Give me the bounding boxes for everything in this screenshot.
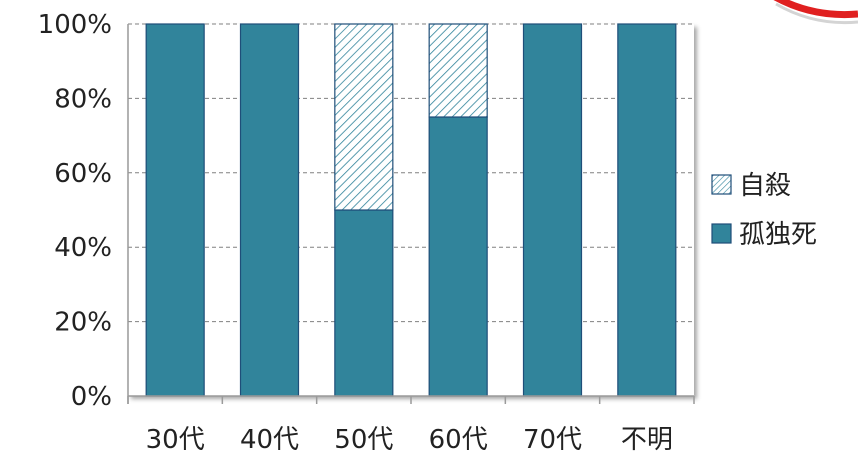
x-tick-label: 不明 xyxy=(621,425,673,455)
y-tick-label: 0% xyxy=(71,382,112,412)
y-tick-label: 100% xyxy=(38,10,112,40)
y-tick-label: 40% xyxy=(54,233,112,263)
x-tick-label: 40代 xyxy=(240,425,299,455)
y-tick-labels: 0% 20% 40% 60% 80% 100% xyxy=(38,10,112,412)
bar-segment-lonely-death xyxy=(145,23,205,397)
bar-segment-lonely-death xyxy=(617,23,677,397)
axis-layer xyxy=(127,24,695,404)
bar-segment-lonely-death xyxy=(428,116,488,397)
bar-segment-suicide xyxy=(428,23,488,118)
x-tick-label: 30代 xyxy=(146,425,205,455)
x-tick-label: 70代 xyxy=(523,425,582,455)
red-ring-decoration xyxy=(773,0,858,19)
y-tick-label: 20% xyxy=(54,308,112,338)
legend-label: 自殺 xyxy=(739,171,791,201)
legend-label: 孤独死 xyxy=(739,220,817,250)
bar-segment-lonely-death xyxy=(522,23,583,397)
legend-swatch-suicide xyxy=(711,174,732,195)
red-ring-shadow xyxy=(775,2,858,25)
plot-area xyxy=(128,24,694,396)
bar-segment-suicide xyxy=(334,23,394,211)
legend-swatch-lonely-death xyxy=(711,223,732,244)
y-tick-label: 60% xyxy=(54,159,112,189)
bar-segment-lonely-death xyxy=(239,23,300,397)
bars-layer xyxy=(145,23,677,397)
y-tick-label: 80% xyxy=(54,84,112,114)
x-tick-labels: 30代 40代 50代 60代 70代 不明 xyxy=(146,425,673,455)
x-tick-label: 50代 xyxy=(334,425,393,455)
grid-layer xyxy=(128,23,694,323)
bar-segment-lonely-death xyxy=(334,209,394,397)
x-tick-label: 60代 xyxy=(429,425,488,455)
